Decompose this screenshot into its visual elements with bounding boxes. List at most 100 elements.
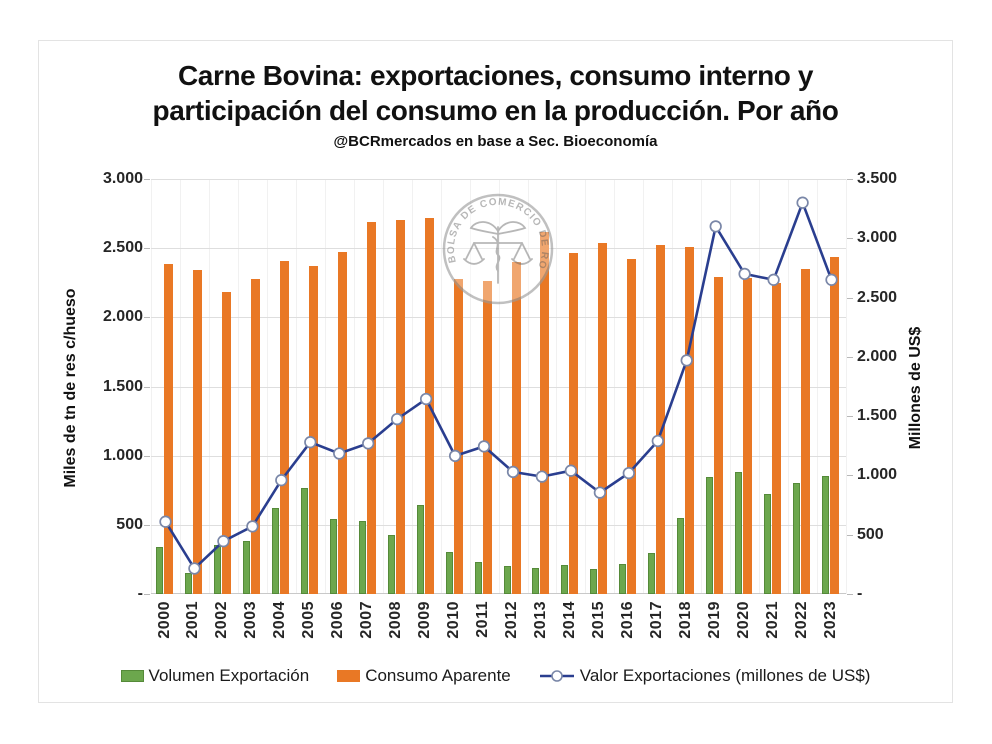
bar-volumen-exportacion-2011 (474, 562, 482, 594)
chart-subtitle: @BCRmercados en base a Sec. Bioeconomía (333, 133, 658, 150)
right-axis-tick-mark (847, 356, 853, 358)
data-marker-2018 (680, 354, 693, 367)
data-marker-2012 (506, 465, 520, 479)
plot-area (151, 179, 847, 595)
data-marker-2021 (767, 273, 780, 286)
right-axis-tick-label: - (857, 585, 863, 602)
left-axis-tick-mark (144, 386, 150, 388)
left-axis-tick-label: - (137, 585, 143, 602)
bar-volumen-exportacion-2014 (561, 564, 569, 594)
x-tick-label-2005: 2005 (300, 601, 318, 639)
left-axis-tick-label: 2.000 (102, 308, 143, 326)
left-axis-tick-mark (144, 317, 150, 319)
horizontal-gridline (151, 524, 846, 526)
right-axis-tick-label: 1.000 (857, 466, 898, 484)
data-marker-2003 (246, 520, 259, 533)
bar-volumen-exportacion-2000 (156, 547, 163, 594)
x-tick-label-2008: 2008 (387, 601, 405, 639)
bar-volumen-exportacion-2020 (735, 472, 743, 594)
bar-consumo-aparente-2004 (279, 261, 289, 594)
x-tick-label-2014: 2014 (560, 601, 578, 639)
bar-volumen-exportacion-2006 (329, 518, 337, 594)
right-axis-tick-label: 2.500 (857, 288, 898, 306)
left-axis-tick-label: 1.000 (102, 446, 143, 464)
data-marker-2009 (419, 392, 433, 406)
data-marker-2010 (448, 449, 462, 463)
bar-consumo-aparente-2014 (569, 253, 579, 594)
data-marker-2001 (188, 562, 201, 575)
right-axis-tick-mark (847, 534, 853, 536)
x-tick-label-2001: 2001 (184, 601, 202, 639)
vertical-gridline (846, 179, 847, 594)
data-marker-2019 (709, 220, 722, 233)
left-axis-tick-label: 500 (116, 515, 143, 533)
x-tick-label-2010: 2010 (445, 601, 463, 639)
caduceus-and-scales-icon (463, 221, 533, 284)
bar-consumo-aparente-2011 (482, 281, 492, 594)
bar-consumo-aparente-2012 (511, 262, 521, 594)
x-tick-label-2003: 2003 (242, 601, 260, 639)
bar-volumen-exportacion-2019 (706, 477, 714, 594)
left-axis-tick-mark (144, 248, 150, 250)
data-marker-2006 (333, 447, 346, 460)
data-marker-2016 (622, 466, 635, 480)
data-marker-2000 (159, 515, 172, 528)
left-axis-tick-label: 2.500 (102, 239, 143, 257)
x-tick-label-2019: 2019 (705, 601, 723, 639)
right-axis-tick-label: 500 (857, 525, 884, 543)
bar-volumen-exportacion-2005 (300, 487, 308, 594)
valor-exportaciones-line-series (159, 196, 838, 575)
right-axis-tick-label: 2.000 (857, 347, 898, 365)
bar-consumo-aparente-2013 (540, 231, 550, 594)
data-marker-2015 (593, 486, 607, 499)
chart-title-line2: participación del consumo en la producci… (152, 95, 839, 126)
bar-consumo-aparente-2020 (743, 277, 753, 594)
bar-consumo-aparente-2003 (250, 278, 260, 594)
data-marker-2023 (825, 273, 838, 286)
bar-consumo-aparente-2002 (221, 292, 231, 594)
data-marker-2005 (304, 436, 317, 449)
horizontal-gridline (151, 179, 846, 180)
left-axis-tick-mark (144, 594, 150, 595)
left-axis-tick-mark (144, 179, 150, 180)
bar-consumo-aparente-2001 (192, 269, 202, 594)
x-tick-label-2006: 2006 (329, 601, 347, 639)
bar-volumen-exportacion-2013 (532, 568, 540, 594)
x-tick-label-2000: 2000 (155, 601, 173, 639)
right-axis-tick-mark (847, 297, 853, 299)
chart-title-line1: Carne Bovina: exportaciones, consumo int… (177, 60, 814, 91)
bar-consumo-aparente-2022 (801, 268, 811, 594)
x-axis-baseline (151, 593, 846, 594)
horizontal-gridline (151, 455, 846, 457)
bar-consumo-aparente-2021 (772, 282, 782, 595)
bar-consumo-aparente-2017 (656, 244, 666, 594)
x-tick-label-2009: 2009 (416, 601, 434, 639)
data-marker-2014 (564, 464, 578, 477)
bar-consumo-aparente-2018 (685, 246, 695, 594)
left-axis-tick-label: 1.500 (102, 377, 143, 395)
legend-swatch-green (120, 670, 144, 682)
bar-consumo-aparente-2006 (337, 251, 347, 594)
bar-consumo-aparente-2005 (308, 265, 318, 594)
data-marker-2011 (477, 440, 491, 453)
chart-legend: Volumen Exportación Consumo Aparente Valor… (39, 666, 952, 686)
bar-volumen-exportacion-2018 (677, 517, 685, 594)
data-marker-2022 (796, 196, 809, 209)
chart-card: Carne Bovina: exportaciones, consumo int… (38, 40, 953, 703)
bar-consumo-aparente-2016 (627, 259, 637, 594)
bar-volumen-exportacion-2017 (648, 553, 656, 594)
data-marker-2020 (738, 267, 751, 281)
left-axis-tick-mark (144, 455, 150, 457)
bar-consumo-aparente-2007 (366, 221, 376, 594)
data-marker-2008 (390, 412, 404, 426)
right-axis-tick-label: 3.000 (857, 229, 898, 247)
right-axis-tick-mark (847, 238, 853, 240)
bar-volumen-exportacion-2015 (590, 569, 598, 594)
bolsa-comercio-rosario-watermark-seal: BOLSA DE COMERCIO DE ROSARIO (440, 191, 554, 305)
data-marker-2004 (275, 474, 288, 487)
x-tick-label-2022: 2022 (792, 601, 810, 639)
right-axis-tick-mark (847, 594, 853, 595)
data-marker-2007 (362, 437, 375, 450)
bar-volumen-exportacion-2003 (242, 540, 250, 594)
bar-consumo-aparente-2008 (395, 219, 405, 594)
